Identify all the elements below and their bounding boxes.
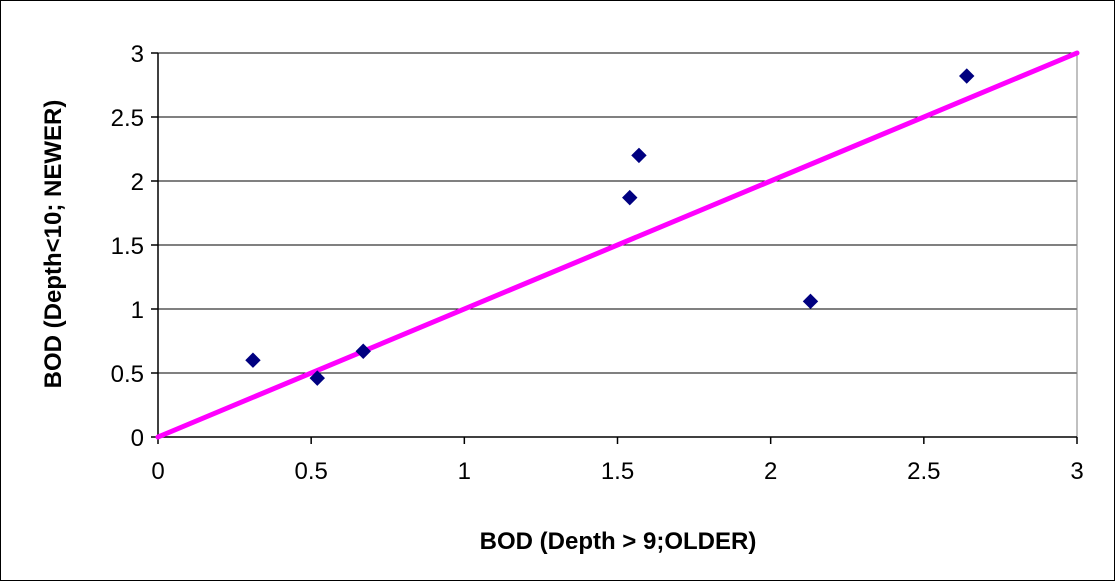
data-point [959,68,975,84]
y-axis-title: BOD (Depth<10; NEWER) [40,100,67,389]
y-tick-label: 2.5 [111,105,144,132]
x-tick-label: 0.5 [294,458,327,485]
data-point [309,370,326,386]
data-point [802,293,819,310]
y-tick-label: 2 [131,169,144,196]
reference-line [155,50,1080,440]
y-tick-label: 0.5 [111,361,144,388]
reference-line-layer [155,50,1080,440]
tick-labels: 0 0.5 1 1.5 2 2.5 3 0 0.5 1 1.5 2 2.5 3 [111,41,1084,485]
x-tick-label: 2 [764,458,777,485]
data-point [631,147,647,164]
data-points [245,68,975,386]
y-tick-label: 1.5 [111,233,144,260]
x-tick-label: 1.5 [601,458,634,485]
data-point [622,189,638,206]
x-tick-label: 3 [1070,458,1083,485]
y-tick-label: 3 [131,41,144,68]
data-point [245,352,261,368]
x-tick-label: 0 [151,458,164,485]
axes [151,52,1078,444]
x-tick-label: 2.5 [907,458,940,485]
y-tick-label: 1 [131,297,144,324]
data-point [355,343,371,359]
x-tick-label: 1 [458,458,471,485]
x-axis-title: BOD (Depth > 9;OLDER) [480,528,757,555]
y-tick-label: 0 [131,425,144,452]
